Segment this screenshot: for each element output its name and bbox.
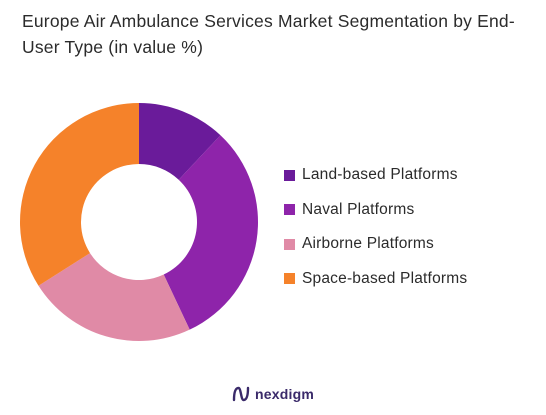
legend-item-airborne-platforms: Airborne Platforms [284, 227, 467, 262]
legend-swatch [284, 273, 295, 285]
legend-item-space-based-platforms: Space-based Platforms [284, 262, 467, 297]
brand-footer: nexdigm [0, 385, 546, 403]
chart-title: Europe Air Ambulance Services Market Seg… [22, 11, 515, 57]
legend-swatch [284, 238, 295, 250]
legend-item-land-based-platforms: Land-based Platforms [284, 158, 467, 193]
nexdigm-logo-icon [232, 386, 250, 402]
slice-naval-platforms [163, 135, 259, 330]
legend-label: Land-based Platforms [302, 166, 458, 184]
legend-item-naval-platforms: Naval Platforms [284, 193, 467, 228]
legend-swatch [284, 169, 295, 181]
chart-legend: Land-based Platforms Naval Platforms Airbo… [284, 158, 467, 296]
legend-label: Naval Platforms [302, 200, 415, 218]
slice-land-based-platforms [139, 103, 221, 180]
donut-chart [19, 103, 259, 341]
slice-airborne-platforms [38, 253, 190, 341]
legend-label: Space-based Platforms [302, 269, 468, 287]
brand-name: nexdigm [255, 386, 314, 402]
slice-space-based-platforms [19, 103, 140, 286]
legend-swatch [284, 204, 295, 216]
legend-label: Airborne Platforms [302, 235, 434, 253]
